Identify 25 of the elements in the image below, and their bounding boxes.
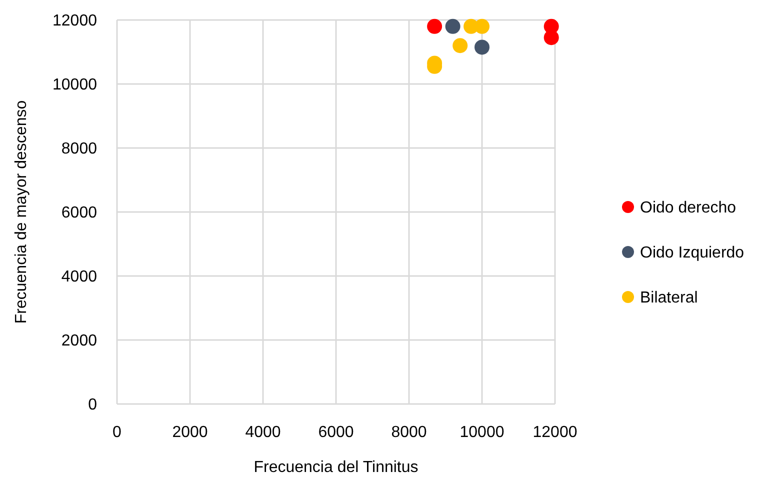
legend-label: Oido Izquierdo [640,244,744,262]
y-tick-label: 0 [88,396,98,414]
x-axis-title: Frecuencia del Tinnitus [254,459,418,476]
x-tick-label: 2000 [172,424,208,441]
point [474,18,490,34]
y-tick-label: 8000 [61,140,98,158]
y-tick-label: 10000 [52,76,98,94]
x-tick-label: 10000 [460,424,504,441]
point [474,40,490,55]
x-tick-label: 12000 [532,424,578,441]
x-tick-label: 8000 [391,424,427,441]
legend-label: Oido derecho [640,200,736,217]
legend-label: Bilateral [640,290,698,307]
y-tick-label: 6000 [61,204,98,222]
point [445,18,460,34]
point [452,38,468,54]
point [544,30,559,46]
y-tick-label: 12000 [52,12,98,30]
x-tick-label: 4000 [245,424,281,441]
point [427,18,442,34]
y-tick-label: 2000 [61,332,98,350]
x-tick-label: 6000 [318,424,354,441]
y-tick-label: 4000 [61,268,98,286]
x-tick-label: 0 [112,424,122,441]
y-axis-title: Frecuencia de mayor descenso [13,100,30,324]
